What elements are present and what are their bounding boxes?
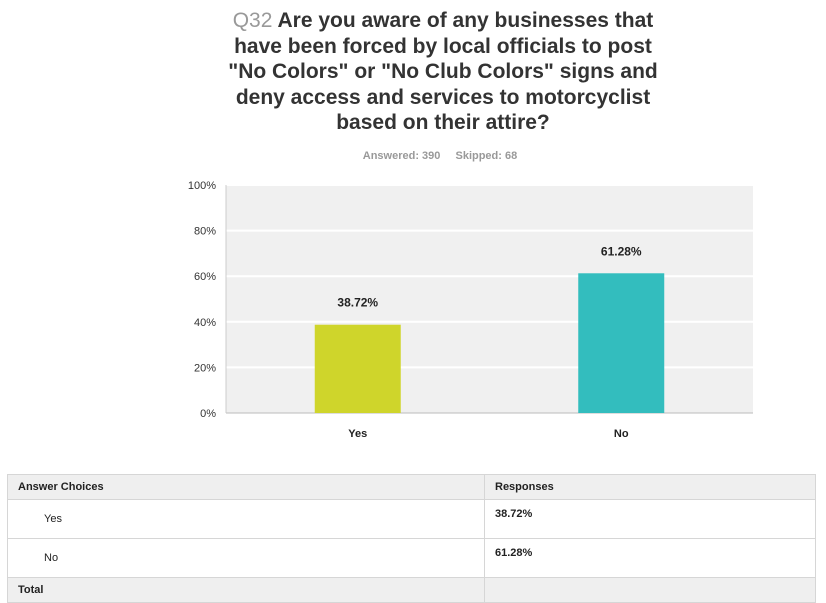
bar-yes	[314, 324, 401, 413]
table-row: No 61.28%	[7, 538, 816, 578]
data-label-no: 61.28%	[601, 244, 642, 258]
category-label-no: No	[614, 428, 629, 440]
response-stats: Answered: 390 Skipped: 68	[0, 150, 826, 162]
y-tick-label: 0%	[200, 408, 216, 420]
total-label: Total	[7, 577, 485, 603]
data-label-yes: 38.72%	[337, 296, 378, 310]
title-line-3: "No Colors" or "No Club Colors" signs an…	[228, 60, 658, 83]
category-label-yes: Yes	[348, 428, 367, 440]
header-responses: Responses	[484, 474, 816, 500]
y-tick-label: 100%	[188, 180, 216, 192]
table-row: Yes 38.72%	[7, 499, 816, 539]
title-line-1: Are you aware of any businesses that	[277, 9, 654, 32]
data-labels: 38.72% 61.28%	[337, 244, 642, 309]
y-tick-label: 80%	[194, 226, 216, 238]
question-number: Q32	[232, 9, 273, 32]
answered-count: Answered: 390	[362, 150, 441, 162]
y-tick-label: 40%	[194, 317, 216, 329]
bar-chart: 0% 20% 40% 60% 80% 100% 38.72% 61.28% Yes No	[188, 180, 753, 440]
y-tick-label: 20%	[194, 362, 216, 374]
total-value	[484, 577, 816, 603]
header-answer-choices: Answer Choices	[7, 474, 485, 500]
skipped-count: Skipped: 68	[455, 150, 518, 162]
title-line-4: deny access and services to motorcyclist	[235, 85, 651, 109]
gridlines	[225, 184, 753, 414]
bar-no	[578, 273, 665, 413]
y-tick-label: 60%	[194, 271, 216, 283]
row-choice-yes: Yes	[7, 499, 485, 539]
plot-background	[226, 185, 753, 413]
title-line-5: based on their attire?	[336, 111, 550, 134]
question-title: Q32 Are you aware of any businesses that…	[0, 8, 826, 136]
table-header-row: Answer Choices Responses	[7, 474, 816, 500]
question-title-block: Q32 Are you aware of any businesses that…	[0, 8, 826, 136]
row-response-yes: 38.72%	[484, 499, 816, 539]
row-choice-no: No	[7, 538, 485, 578]
table-total-row: Total	[7, 577, 816, 603]
y-axis-ticks: 0% 20% 40% 60% 80% 100%	[188, 180, 216, 420]
title-line-2: have been forced by local officials to p…	[234, 34, 652, 58]
answer-table: Answer Choices Responses Yes 38.72% No 6…	[7, 474, 816, 603]
row-response-no: 61.28%	[484, 538, 816, 578]
category-labels: Yes No	[348, 428, 629, 440]
bars	[314, 273, 665, 413]
